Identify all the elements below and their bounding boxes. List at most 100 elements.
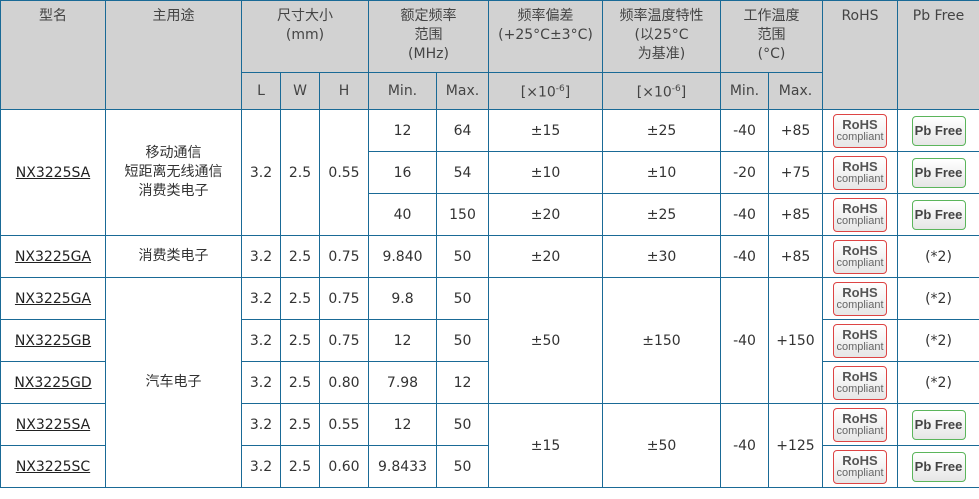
cell-tmin: -40 <box>720 193 769 236</box>
cell-model: NX3225SA <box>0 109 106 236</box>
cell-rohs: RoHS compliant <box>822 361 898 404</box>
model-link[interactable]: NX3225SA <box>15 164 91 181</box>
cell-max: 50 <box>436 445 489 488</box>
header-size: 尺寸大小 (mm) <box>241 0 369 73</box>
cell-W: 2.5 <box>280 235 320 278</box>
pb-free-badge: Pb Free <box>911 451 966 482</box>
cell-tmin: -40 <box>720 235 769 278</box>
rohs-compliant-badge: RoHS compliant <box>833 407 887 442</box>
cell-model: NX3225GD <box>0 361 106 404</box>
cell-usage: 汽车电子 <box>105 277 242 488</box>
pb-free-note: (*2) <box>925 374 952 391</box>
cell-W: 2.5 <box>280 109 320 236</box>
cell-pbfree: Pb Free <box>897 193 979 236</box>
table-row: NX3225GA 消费类电子 3.2 2.5 0.75 9.840 50 ±20 ±30 -40 +… <box>0 235 979 278</box>
cell-L: 3.2 <box>241 109 281 236</box>
cell-model: NX3225GA <box>0 277 106 320</box>
header-frequency: 额定频率 范围 (MHz) <box>368 0 489 73</box>
cell-max: 64 <box>436 109 489 152</box>
pb-free-badge: Pb Free <box>911 409 966 440</box>
table-row: NX3225SA 3.2 2.5 0.55 12 50 ±15 ±50 -40 +125 RoHS c… <box>0 403 979 488</box>
cell-max: 12 <box>436 361 489 404</box>
cell-rohs: RoHS compliant <box>822 277 898 320</box>
cell-H: 0.75 <box>319 277 369 320</box>
cell-pbfree: Pb Free <box>897 403 979 446</box>
table-row: NX3225GB 3.2 2.5 0.75 12 50 RoHS compliant (*2) <box>0 319 979 362</box>
cell-tc: ±25 <box>602 109 721 152</box>
model-link[interactable]: NX3225GB <box>14 332 92 349</box>
cell-tmax: +75 <box>768 151 823 194</box>
rohs-compliant-badge: RoHS compliant <box>833 197 887 232</box>
cell-tc: ±10 <box>602 151 721 194</box>
pb-free-note: (*2) <box>925 332 952 349</box>
cell-L: 3.2 <box>241 277 281 320</box>
cell-L: 3.2 <box>241 403 281 446</box>
cell-tmax: +150 <box>768 277 823 404</box>
header-W: W <box>280 72 320 110</box>
cell-rohs: RoHS compliant <box>822 235 898 278</box>
cell-pbfree: (*2) <box>897 235 979 278</box>
cell-min: 12 <box>368 403 437 446</box>
model-link[interactable]: NX3225GA <box>14 290 92 307</box>
cell-max: 150 <box>436 193 489 236</box>
cell-H: 0.55 <box>319 109 369 236</box>
cell-usage: 消费类电子 <box>105 235 242 278</box>
model-link[interactable]: NX3225SA <box>15 416 91 433</box>
cell-H: 0.80 <box>319 361 369 404</box>
cell-max: 50 <box>436 277 489 320</box>
cell-tol: ±15 <box>488 403 603 488</box>
cell-tc: ±150 <box>602 277 721 404</box>
header-temp-max: Max. <box>768 72 823 110</box>
cell-min: 9.8 <box>368 277 437 320</box>
table-row: NX3225GA 汽车电子 3.2 2.5 0.75 9.8 50 ±50 ±150 -40 +15… <box>0 277 979 488</box>
cell-tol: ±20 <box>488 235 603 278</box>
cell-L: 3.2 <box>241 235 281 278</box>
cell-H: 0.75 <box>319 319 369 362</box>
cell-W: 2.5 <box>280 403 320 446</box>
cell-H: 0.75 <box>319 235 369 278</box>
cell-tol: ±10 <box>488 151 603 194</box>
cell-rohs: RoHS compliant <box>822 109 898 152</box>
table-row: NX3225GD 3.2 2.5 0.80 7.98 12 RoHS compliant (*2… <box>0 361 979 404</box>
table-row: NX3225SC 3.2 2.5 0.60 9.8433 50 RoHS compliant P… <box>0 445 979 488</box>
cell-max: 54 <box>436 151 489 194</box>
cell-min: 9.840 <box>368 235 437 278</box>
cell-min: 12 <box>368 109 437 152</box>
cell-tol: ±20 <box>488 193 603 236</box>
cell-min: 9.8433 <box>368 445 437 488</box>
table-row: 16 54 ±10 ±10 -20 +75 RoHS compliant Pb Free <box>1 151 979 194</box>
cell-L: 3.2 <box>241 445 281 488</box>
header-temp-min: Min. <box>720 72 769 110</box>
cell-rohs: RoHS compliant <box>822 193 898 236</box>
header-H: H <box>319 72 369 110</box>
cell-tc: ±30 <box>602 235 721 278</box>
header-usage: 主用途 <box>105 0 242 110</box>
cell-tol: ±15 <box>488 109 603 152</box>
cell-L: 3.2 <box>241 361 281 404</box>
cell-W: 2.5 <box>280 445 320 488</box>
model-link[interactable]: NX3225SC <box>15 458 91 475</box>
cell-pbfree: (*2) <box>897 277 979 320</box>
table-row: 40 150 ±20 ±25 -40 +85 RoHS compliant Pb Free <box>1 193 979 236</box>
cell-tc: ±50 <box>602 403 721 488</box>
header-model: 型名 <box>0 0 106 110</box>
cell-pbfree: Pb Free <box>897 151 979 194</box>
model-link[interactable]: NX3225GD <box>14 374 92 391</box>
cell-rohs: RoHS compliant <box>822 445 898 488</box>
cell-pbfree: (*2) <box>897 361 979 404</box>
cell-tmin: -40 <box>720 403 769 488</box>
cell-usage: 移动通信 短距离无线通信 消费类电子 <box>105 109 242 236</box>
header-temp-characteristic: 频率温度特性 (以25°C 为基准) <box>602 0 721 73</box>
cell-tmax: +125 <box>768 403 823 488</box>
model-link[interactable]: NX3225GA <box>14 248 92 265</box>
rohs-compliant-badge: RoHS compliant <box>833 365 887 400</box>
pb-free-badge: Pb Free <box>911 157 966 188</box>
header-L: L <box>241 72 281 110</box>
rohs-compliant-badge: RoHS compliant <box>833 449 887 484</box>
cell-L: 3.2 <box>241 319 281 362</box>
cell-W: 2.5 <box>280 361 320 404</box>
cell-W: 2.5 <box>280 277 320 320</box>
cell-tmin: -40 <box>720 277 769 404</box>
cell-pbfree: Pb Free <box>897 445 979 488</box>
header-tolerance: 频率偏差 (+25°C±3°C) <box>488 0 603 73</box>
